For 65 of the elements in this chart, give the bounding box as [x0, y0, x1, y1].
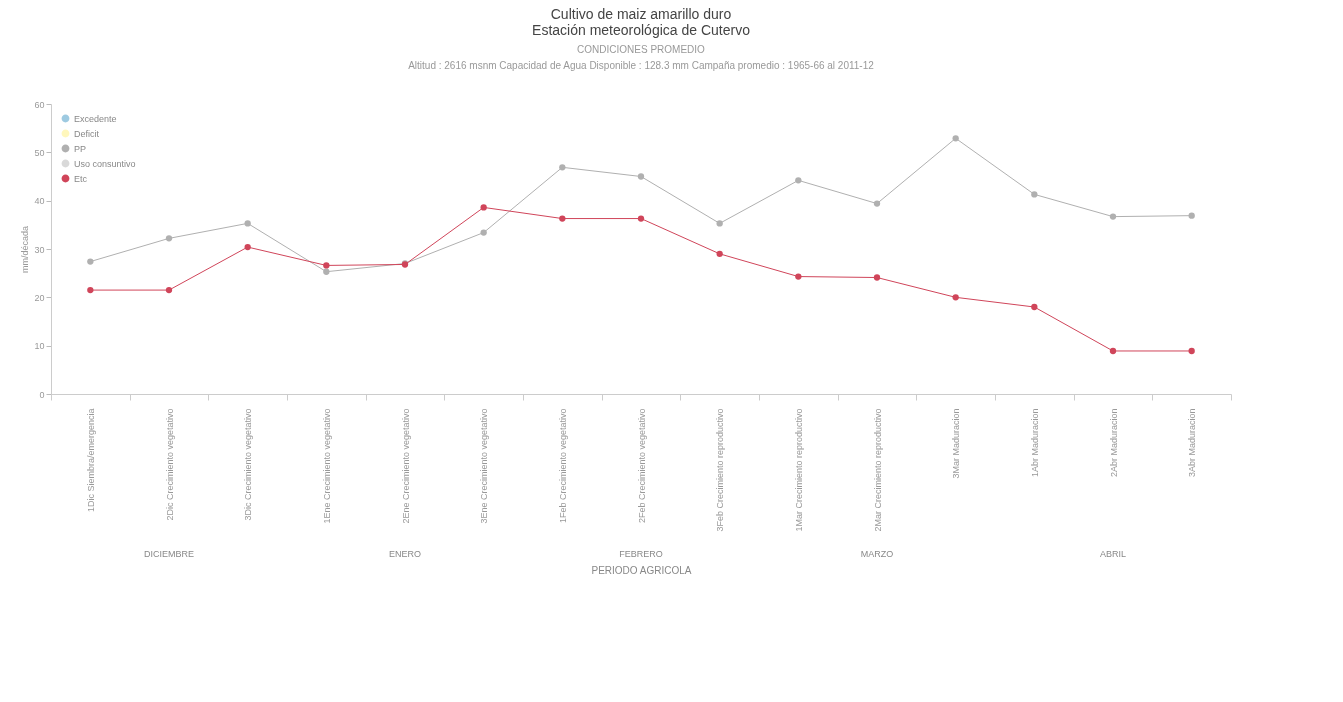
x-tick-label: 3Abr Maduracion — [1187, 408, 1198, 478]
x-tick-label: 1Dic Siembra/emergencia — [85, 408, 96, 513]
point — [1188, 212, 1195, 219]
point — [480, 204, 487, 211]
y-tick-label: 30 — [34, 244, 45, 255]
point — [637, 215, 645, 222]
point — [559, 215, 566, 222]
point — [952, 135, 959, 142]
point — [637, 173, 645, 180]
x-tick-label: 3Dic Crecimiento vegetativo — [243, 408, 254, 521]
point — [1031, 303, 1038, 311]
chart-subtitle: CONDICIONES PROMEDIO — [577, 44, 706, 55]
x-tick-label: 1Feb Crecimiento vegetativo — [557, 408, 568, 524]
text: FEBRERO — [619, 549, 663, 559]
point — [165, 235, 173, 242]
y-tick-label: 40 — [34, 196, 45, 207]
y-tick-label: 10 — [34, 341, 45, 352]
point — [1188, 347, 1195, 355]
text: ABRIL — [1099, 549, 1127, 559]
x-tick-label: 2Mar Crecimiento reproductivo — [872, 408, 883, 532]
point — [244, 243, 251, 251]
point — [1109, 347, 1117, 355]
point — [716, 220, 723, 227]
point — [165, 286, 173, 294]
point — [87, 286, 94, 294]
x-axis-title: PERIODO AGRICOLA — [591, 564, 692, 576]
point — [559, 164, 566, 171]
point — [952, 294, 959, 301]
point — [716, 250, 723, 257]
text: ENERO — [388, 549, 422, 559]
chart-title: Cultivo de maiz amarillo duro Estación meteorológica de Cutervo — [532, 6, 751, 38]
x-tick-label: 3Feb Crecimiento reproductivo — [715, 408, 726, 532]
x-tick-label: 2Abr Maduracion — [1108, 408, 1119, 478]
point — [1109, 213, 1117, 220]
point — [87, 258, 94, 265]
legend-label: Excedente — [74, 113, 117, 124]
point — [323, 262, 330, 269]
y-tick-label: 0 — [39, 389, 45, 400]
x-tick-label: 3Mar Maduracion — [951, 408, 962, 479]
x-tick-label: 2Feb Crecimiento vegetativo — [636, 408, 647, 524]
point — [795, 273, 802, 280]
text: DICIEMBRE — [143, 549, 195, 559]
point — [1031, 191, 1038, 198]
legend-label: Uso consuntivo — [74, 158, 136, 169]
point — [323, 268, 330, 275]
text: Altitud : 2616 msnm Capacidad de Agua Disponible : 128.3 mm Campaña promedio : 1965-66 al 2011-12 — [408, 60, 875, 71]
x-tick-label: 2Ene Crecimiento vegetativo — [400, 408, 411, 524]
x-tick-label: 1Abr Maduracion — [1029, 408, 1040, 478]
point — [480, 229, 487, 236]
x-tick-label: 1Mar Crecimiento reproductivo — [793, 408, 804, 532]
y-tick-label: 20 — [34, 292, 45, 303]
x-tick-label: 1Ene Crecimiento vegetativo — [321, 408, 332, 524]
y-tick-label: 60 — [34, 99, 45, 110]
point — [873, 274, 881, 281]
x-tick-label: 2Dic Crecimiento vegetativo — [164, 408, 175, 521]
y-tick-label: 50 — [34, 147, 45, 158]
text: MARZO — [860, 549, 894, 559]
point — [244, 220, 251, 227]
point — [795, 177, 802, 184]
point — [873, 200, 881, 207]
legend-label: Etc — [74, 173, 88, 184]
y-axis-title: mm/década — [20, 225, 31, 274]
legend-label: PP — [74, 143, 87, 154]
legend-label: Deficit — [74, 128, 100, 139]
x-tick-label: 3Ene Crecimiento vegetativo — [479, 408, 490, 524]
